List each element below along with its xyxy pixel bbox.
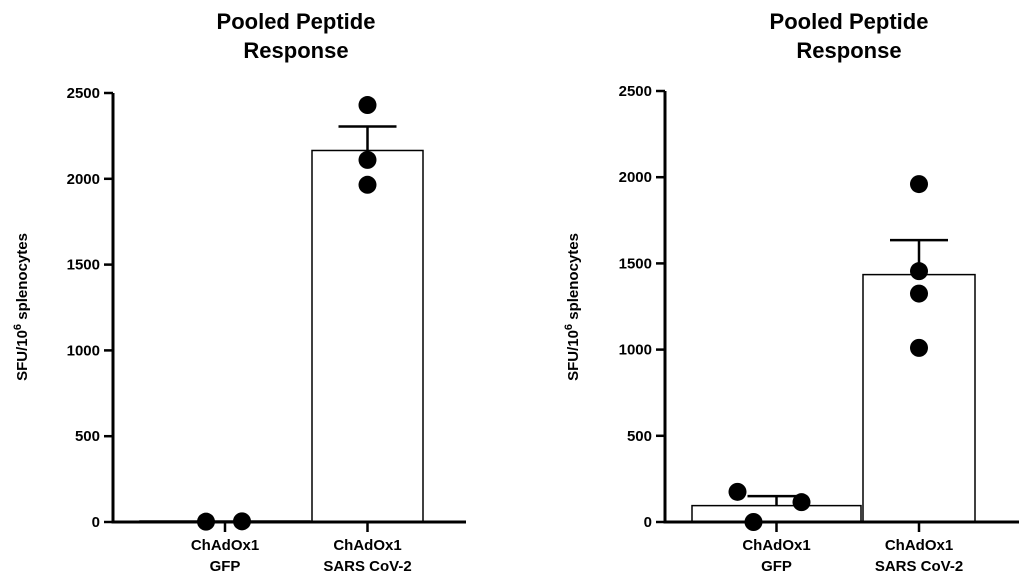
y-tick-label: 0 <box>92 514 100 531</box>
y-tick-label: 1000 <box>67 342 100 359</box>
x-category-label: ChAdOx1 <box>742 537 810 554</box>
y-axis-label: SFU/106 splenocytes <box>563 233 582 381</box>
y-tick-label: 2500 <box>67 85 100 102</box>
x-category-label: SARS CoV-2 <box>323 558 411 575</box>
y-tick-label: 1500 <box>67 257 100 274</box>
y-axis-label-superscript: 6 <box>12 324 24 330</box>
y-tick-label: 500 <box>627 428 652 445</box>
y-axis-label-superscript: 6 <box>563 324 575 330</box>
y-tick-label: 0 <box>644 514 652 531</box>
chart-title-line-2: Response <box>243 38 348 63</box>
bar-1 <box>862 273 976 523</box>
y-tick-label: 2000 <box>619 169 652 186</box>
data-point <box>358 150 377 169</box>
chart-title-line-1: Pooled Peptide <box>217 9 376 34</box>
bar-0 <box>691 504 862 523</box>
data-point <box>358 175 377 194</box>
x-category-label: GFP <box>761 558 792 575</box>
y-tick-label: 1000 <box>619 342 652 359</box>
data-point <box>910 175 928 194</box>
y-axis-label-main: SFU/10 <box>565 330 582 381</box>
data-point <box>792 493 811 512</box>
data-point <box>358 96 377 115</box>
bar-1 <box>311 149 424 523</box>
data-point <box>910 284 928 303</box>
chart-title-line-2: Response <box>796 38 901 63</box>
data-point <box>910 262 928 281</box>
x-category-label: GFP <box>210 558 241 575</box>
x-category-label: ChAdOx1 <box>885 537 953 554</box>
data-point <box>910 338 928 357</box>
y-tick-label: 1500 <box>619 255 652 272</box>
x-category-label: ChAdOx1 <box>333 537 401 554</box>
y-axis-label-main: SFU/10 <box>14 330 31 381</box>
chart-panel-left: Pooled Peptide Response SFU/106 splenocy… <box>12 9 466 575</box>
y-tick-label: 2500 <box>619 83 652 100</box>
chart-title-line-1: Pooled Peptide <box>770 9 929 34</box>
y-axis-label-suffix: splenocytes <box>14 233 31 324</box>
y-axis-label: SFU/106 splenocytes <box>12 233 31 381</box>
x-category-label: ChAdOx1 <box>191 537 259 554</box>
x-category-label: SARS CoV-2 <box>875 558 963 575</box>
y-tick-label: 2000 <box>67 171 100 188</box>
y-axis-label-suffix: splenocytes <box>565 233 582 324</box>
chart-panel-right: Pooled Peptide Response SFU/106 splenocy… <box>563 9 1019 575</box>
data-point <box>728 482 747 501</box>
y-tick-label: 500 <box>75 428 100 445</box>
